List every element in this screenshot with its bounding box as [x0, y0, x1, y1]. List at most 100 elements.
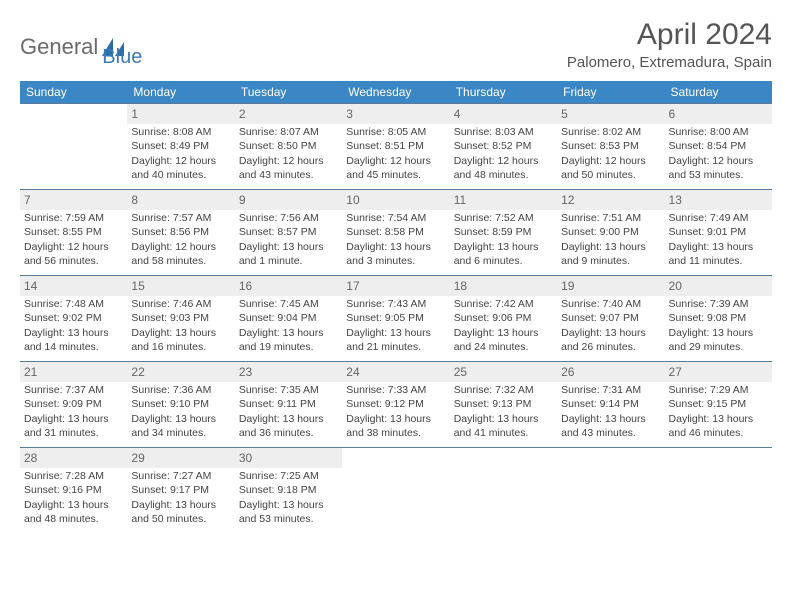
day-number: 28 — [20, 448, 127, 468]
daylight-text: Daylight: 12 hours and 50 minutes. — [561, 154, 660, 182]
sunrise-text: Sunrise: 7:28 AM — [24, 469, 123, 483]
calendar-day-cell: 3Sunrise: 8:05 AMSunset: 8:51 PMDaylight… — [342, 104, 449, 190]
sunset-text: Sunset: 9:11 PM — [239, 397, 338, 411]
daylight-text: Daylight: 13 hours and 34 minutes. — [131, 412, 230, 440]
weekday-header: Wednesday — [342, 81, 449, 104]
day-number: 17 — [342, 276, 449, 296]
sunrise-text: Sunrise: 7:43 AM — [346, 297, 445, 311]
daylight-text: Daylight: 13 hours and 43 minutes. — [561, 412, 660, 440]
sunrise-text: Sunrise: 7:39 AM — [669, 297, 768, 311]
daylight-text: Daylight: 12 hours and 48 minutes. — [454, 154, 553, 182]
weekday-header: Tuesday — [235, 81, 342, 104]
calendar-day-cell: 1Sunrise: 8:08 AMSunset: 8:49 PMDaylight… — [127, 104, 234, 190]
sunset-text: Sunset: 8:58 PM — [346, 225, 445, 239]
sunset-text: Sunset: 9:08 PM — [669, 311, 768, 325]
calendar-day-cell: 12Sunrise: 7:51 AMSunset: 9:00 PMDayligh… — [557, 190, 664, 276]
sunset-text: Sunset: 8:50 PM — [239, 139, 338, 153]
sunset-text: Sunset: 9:05 PM — [346, 311, 445, 325]
day-number: 8 — [127, 190, 234, 210]
daylight-text: Daylight: 13 hours and 46 minutes. — [669, 412, 768, 440]
calendar-day-cell: 14Sunrise: 7:48 AMSunset: 9:02 PMDayligh… — [20, 276, 127, 362]
day-number: 22 — [127, 362, 234, 382]
calendar-week-row: 7Sunrise: 7:59 AMSunset: 8:55 PMDaylight… — [20, 190, 772, 276]
sunset-text: Sunset: 8:52 PM — [454, 139, 553, 153]
calendar-day-cell: 23Sunrise: 7:35 AMSunset: 9:11 PMDayligh… — [235, 362, 342, 448]
day-number: 7 — [20, 190, 127, 210]
calendar-day-cell — [20, 104, 127, 190]
daylight-text: Daylight: 13 hours and 6 minutes. — [454, 240, 553, 268]
calendar-day-cell: 15Sunrise: 7:46 AMSunset: 9:03 PMDayligh… — [127, 276, 234, 362]
day-number: 13 — [665, 190, 772, 210]
sunrise-text: Sunrise: 7:37 AM — [24, 383, 123, 397]
daylight-text: Daylight: 13 hours and 16 minutes. — [131, 326, 230, 354]
calendar-day-cell: 24Sunrise: 7:33 AMSunset: 9:12 PMDayligh… — [342, 362, 449, 448]
sunrise-text: Sunrise: 7:40 AM — [561, 297, 660, 311]
daylight-text: Daylight: 13 hours and 29 minutes. — [669, 326, 768, 354]
calendar-day-cell: 2Sunrise: 8:07 AMSunset: 8:50 PMDaylight… — [235, 104, 342, 190]
header: General Blue April 2024 Palomero, Extrem… — [20, 18, 772, 71]
daylight-text: Daylight: 12 hours and 43 minutes. — [239, 154, 338, 182]
sunset-text: Sunset: 9:17 PM — [131, 483, 230, 497]
daylight-text: Daylight: 12 hours and 56 minutes. — [24, 240, 123, 268]
day-number: 25 — [450, 362, 557, 382]
sunset-text: Sunset: 8:55 PM — [24, 225, 123, 239]
calendar-day-cell: 7Sunrise: 7:59 AMSunset: 8:55 PMDaylight… — [20, 190, 127, 276]
day-number: 14 — [20, 276, 127, 296]
calendar-day-cell: 20Sunrise: 7:39 AMSunset: 9:08 PMDayligh… — [665, 276, 772, 362]
calendar-day-cell: 8Sunrise: 7:57 AMSunset: 8:56 PMDaylight… — [127, 190, 234, 276]
daylight-text: Daylight: 13 hours and 38 minutes. — [346, 412, 445, 440]
day-number: 15 — [127, 276, 234, 296]
location: Palomero, Extremadura, Spain — [567, 54, 772, 71]
daylight-text: Daylight: 13 hours and 36 minutes. — [239, 412, 338, 440]
calendar-day-cell: 13Sunrise: 7:49 AMSunset: 9:01 PMDayligh… — [665, 190, 772, 276]
weekday-header: Friday — [557, 81, 664, 104]
daylight-text: Daylight: 13 hours and 41 minutes. — [454, 412, 553, 440]
sunset-text: Sunset: 9:10 PM — [131, 397, 230, 411]
daylight-text: Daylight: 13 hours and 9 minutes. — [561, 240, 660, 268]
sunrise-text: Sunrise: 7:54 AM — [346, 211, 445, 225]
sunrise-text: Sunrise: 7:51 AM — [561, 211, 660, 225]
calendar-week-row: 1Sunrise: 8:08 AMSunset: 8:49 PMDaylight… — [20, 104, 772, 190]
day-number: 4 — [450, 104, 557, 124]
calendar-day-cell: 4Sunrise: 8:03 AMSunset: 8:52 PMDaylight… — [450, 104, 557, 190]
daylight-text: Daylight: 12 hours and 53 minutes. — [669, 154, 768, 182]
calendar-week-row: 28Sunrise: 7:28 AMSunset: 9:16 PMDayligh… — [20, 448, 772, 534]
sunrise-text: Sunrise: 7:36 AM — [131, 383, 230, 397]
sunset-text: Sunset: 9:02 PM — [24, 311, 123, 325]
calendar-day-cell: 29Sunrise: 7:27 AMSunset: 9:17 PMDayligh… — [127, 448, 234, 534]
logo: General Blue — [20, 24, 142, 69]
sunset-text: Sunset: 9:14 PM — [561, 397, 660, 411]
day-number: 27 — [665, 362, 772, 382]
daylight-text: Daylight: 13 hours and 50 minutes. — [131, 498, 230, 526]
sunrise-text: Sunrise: 7:52 AM — [454, 211, 553, 225]
sunrise-text: Sunrise: 7:33 AM — [346, 383, 445, 397]
day-number: 29 — [127, 448, 234, 468]
calendar-day-cell: 27Sunrise: 7:29 AMSunset: 9:15 PMDayligh… — [665, 362, 772, 448]
day-number: 20 — [665, 276, 772, 296]
sunrise-text: Sunrise: 7:48 AM — [24, 297, 123, 311]
month-title: April 2024 — [567, 18, 772, 52]
sunrise-text: Sunrise: 7:57 AM — [131, 211, 230, 225]
sunset-text: Sunset: 9:07 PM — [561, 311, 660, 325]
sunrise-text: Sunrise: 7:32 AM — [454, 383, 553, 397]
day-number: 11 — [450, 190, 557, 210]
daylight-text: Daylight: 13 hours and 1 minute. — [239, 240, 338, 268]
weekday-header: Sunday — [20, 81, 127, 104]
day-number: 6 — [665, 104, 772, 124]
sunset-text: Sunset: 9:06 PM — [454, 311, 553, 325]
day-number: 19 — [557, 276, 664, 296]
sunset-text: Sunset: 9:03 PM — [131, 311, 230, 325]
sunset-text: Sunset: 9:01 PM — [669, 225, 768, 239]
calendar-day-cell: 17Sunrise: 7:43 AMSunset: 9:05 PMDayligh… — [342, 276, 449, 362]
sunrise-text: Sunrise: 7:56 AM — [239, 211, 338, 225]
sunset-text: Sunset: 9:13 PM — [454, 397, 553, 411]
sunset-text: Sunset: 8:51 PM — [346, 139, 445, 153]
day-number: 18 — [450, 276, 557, 296]
day-number: 26 — [557, 362, 664, 382]
logo-text-general: General — [20, 34, 98, 60]
daylight-text: Daylight: 13 hours and 53 minutes. — [239, 498, 338, 526]
sunset-text: Sunset: 8:53 PM — [561, 139, 660, 153]
calendar-day-cell: 16Sunrise: 7:45 AMSunset: 9:04 PMDayligh… — [235, 276, 342, 362]
daylight-text: Daylight: 12 hours and 45 minutes. — [346, 154, 445, 182]
logo-text-blue: Blue — [102, 46, 142, 69]
